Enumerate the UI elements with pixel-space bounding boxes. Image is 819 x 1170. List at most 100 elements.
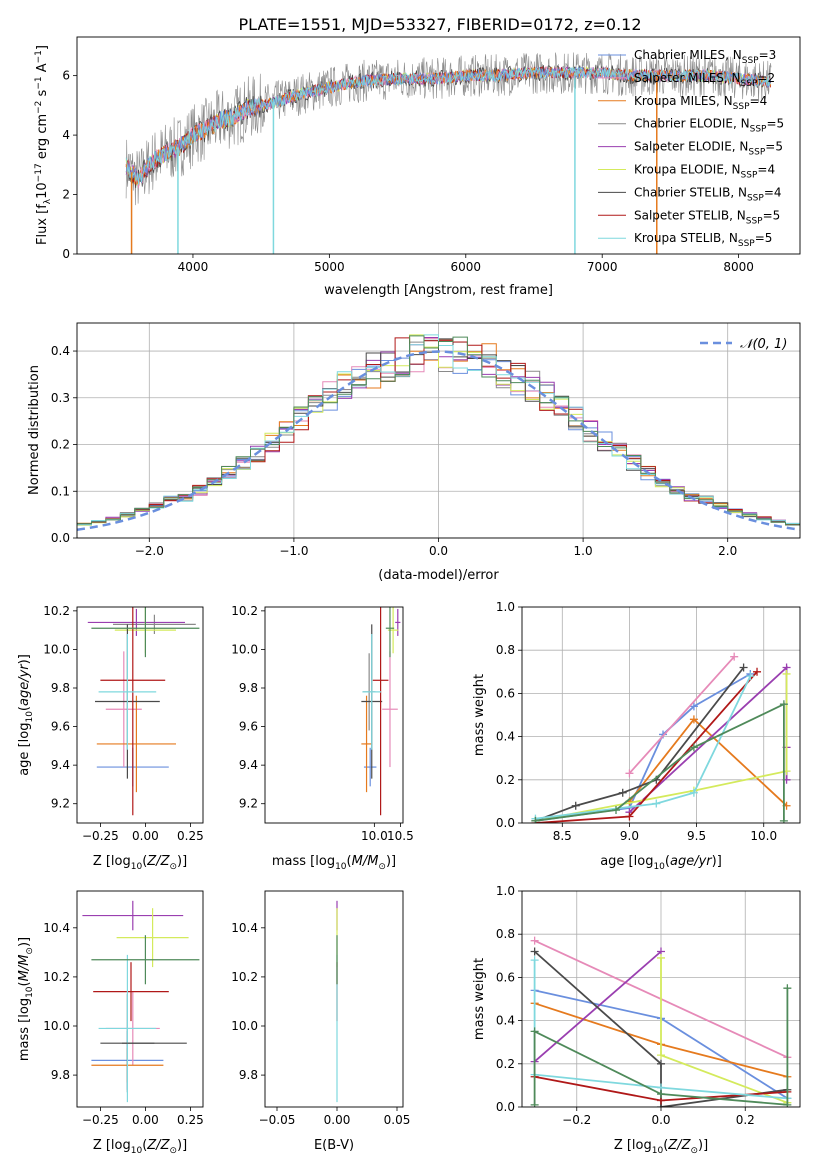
z-age-xtick-label: 0.00 <box>132 829 159 843</box>
ebv-mass-xlabel: E(B-V) <box>314 1138 354 1153</box>
z-weight-xtick-label: 0.2 <box>736 1113 755 1127</box>
z-age-xtick-label: −0.25 <box>82 829 119 843</box>
panel-z-weight: −0.2 0.0 0.2 0.0 0.2 0.4 0.6 0.8 1.0 Z [log10(Z/Z… <box>472 884 801 1156</box>
spectrum-legend-label: Salpeter STELIB, NSSP=5 <box>634 208 780 226</box>
z-weight-point-marker <box>657 1051 665 1060</box>
mass-age-frame <box>264 606 404 824</box>
age-weight-xtick-label: 9.5 <box>687 829 706 843</box>
z-weight-point-marker <box>657 1090 665 1099</box>
spectrum-legend-label: Kroupa ELODIE, NSSP=4 <box>634 163 775 181</box>
z-weight-plot-area <box>522 891 800 1107</box>
mass-age-ytick-label: 9.8 <box>239 681 258 695</box>
age-weight-xtick-label: 8.5 <box>553 829 572 843</box>
z-weight-point-marker <box>530 1100 539 1107</box>
spectrum-legend-label: Salpeter ELODIE, NSSP=5 <box>634 140 783 158</box>
age-weight-xtick-label: 10.0 <box>750 829 777 843</box>
z-mass-frame <box>76 890 204 1108</box>
residuals-ytick-label: 0.2 <box>51 438 70 452</box>
spectrum-legend-label: Salpeter MILES, NSSP=2 <box>634 71 775 89</box>
ebv-mass-ytick-label: 10.0 <box>231 1019 258 1033</box>
spectrum-ytick-label: 0 <box>62 247 70 261</box>
z-mass-ytick-label: 10.4 <box>43 921 70 935</box>
residuals-xlabel: (data-model)/error <box>378 568 499 583</box>
z-mass-ytick-label: 10.2 <box>43 970 70 984</box>
ebv-mass-frame <box>264 890 404 1108</box>
z-weight-point-marker <box>783 984 792 993</box>
z-mass-xtick-label: 0.00 <box>132 1113 159 1127</box>
z-weight-point-marker <box>530 1027 539 1036</box>
z-weight-point-marker <box>530 936 539 945</box>
residuals-gaussian-curve <box>77 350 800 532</box>
residuals-xtick-label: −2.0 <box>135 544 164 558</box>
residuals-frame <box>76 322 801 539</box>
age-weight-point-marker <box>689 743 698 752</box>
mass-age-ytick-label: 9.2 <box>239 797 258 811</box>
z-weight-xlabel: Z [log10(Z/Z⊙)] <box>614 1138 708 1156</box>
spectrum-xtick-label: 8000 <box>723 260 754 274</box>
mass-age-xtick-label: 10.0 <box>361 829 388 843</box>
panel-spectrum: 4000 5000 6000 7000 8000 0 2 4 6 wavelength [Angs… <box>34 36 801 298</box>
figure-title: PLATE=1551, MJD=53327, FIBERID=0172, z=0… <box>238 15 641 34</box>
age-weight-point-marker <box>689 715 698 724</box>
z-age-ytick-label: 10.2 <box>43 604 70 618</box>
age-weight-point-marker <box>746 672 755 681</box>
age-weight-point-marker <box>782 669 791 678</box>
spectrum-legend-label: Chabrier MILES, NSSP=3 <box>634 48 776 66</box>
mass-age-ytick-label: 9.6 <box>239 720 258 734</box>
panel-residuals: −2.0 −1.0 0.0 1.0 2.0 0.0 0.1 0.2 0.3 0.4 (data-mo… <box>27 322 801 583</box>
age-weight-point-marker <box>739 663 748 672</box>
age-weight-ytick-label: 1.0 <box>496 600 515 614</box>
age-weight-series-line <box>535 674 788 822</box>
z-mass-ytick-label: 9.8 <box>51 1068 70 1082</box>
spectrum-ytick-label: 2 <box>62 188 70 202</box>
age-weight-series-line <box>535 675 752 820</box>
z-age-ytick-label: 10.0 <box>43 642 70 656</box>
z-age-xlabel: Z [log10(Z/Z⊙)] <box>93 854 187 872</box>
spectrum-plot-area <box>125 52 772 254</box>
age-weight-plot-area <box>522 607 800 823</box>
z-weight-ytick-label: 0.0 <box>496 1100 515 1114</box>
z-mass-xtick-label: 0.25 <box>177 1113 204 1127</box>
spectrum-legend-label: Chabrier STELIB, NSSP=4 <box>634 185 782 203</box>
age-weight-frame <box>521 606 801 824</box>
age-weight-xtick-label: 9.0 <box>620 829 639 843</box>
residuals-plot-area <box>77 323 800 538</box>
spectrum-ytick-label: 4 <box>62 128 70 142</box>
z-weight-point-marker <box>530 947 539 956</box>
age-weight-point-marker <box>612 806 621 815</box>
residuals-legend-label: 𝒩(0, 1) <box>740 337 787 352</box>
mass-age-plot-area <box>361 607 401 816</box>
z-weight-ylabel: mass weight <box>472 958 487 1040</box>
residuals-histogram <box>77 334 800 526</box>
z-age-ytick-label: 9.8 <box>51 681 70 695</box>
age-weight-point-marker <box>625 812 634 821</box>
residuals-histogram <box>77 335 800 526</box>
z-weight-series-line <box>533 960 788 1100</box>
mass-age-ytick-label: 10.2 <box>231 604 258 618</box>
z-weight-frame <box>521 890 801 1108</box>
residuals-ytick-label: 0.3 <box>51 391 70 405</box>
z-age-plot-area <box>87 607 200 816</box>
age-weight-point-marker <box>652 799 661 808</box>
z-mass-plot-area <box>82 900 200 1103</box>
spectrum-frame <box>76 36 801 255</box>
mass-age-ytick-label: 9.4 <box>239 758 258 772</box>
z-age-xtick-label: 0.25 <box>177 829 204 843</box>
z-weight-point-marker <box>783 1100 792 1107</box>
z-weight-ytick-label: 0.2 <box>496 1057 515 1071</box>
z-weight-ytick-label: 0.4 <box>496 1014 515 1028</box>
age-weight-point-marker <box>689 788 698 797</box>
ebv-mass-ytick-label: 10.4 <box>231 921 258 935</box>
spectrum-legend-label: Chabrier ELODIE, NSSP=5 <box>634 117 784 135</box>
spectrum-xlabel: wavelength [Angstrom, rest frame] <box>324 283 553 298</box>
age-weight-ytick-label: 0.6 <box>496 686 515 700</box>
spectrum-xtick-label: 4000 <box>178 260 209 274</box>
spectrum-xtick-label: 5000 <box>314 260 345 274</box>
age-weight-ytick-label: 0.2 <box>496 773 515 787</box>
age-weight-point-marker <box>730 652 739 661</box>
age-weight-point-marker <box>779 816 788 823</box>
z-weight-point-marker <box>657 953 665 962</box>
residuals-xtick-label: 0.0 <box>429 544 448 558</box>
z-age-frame <box>76 606 204 824</box>
